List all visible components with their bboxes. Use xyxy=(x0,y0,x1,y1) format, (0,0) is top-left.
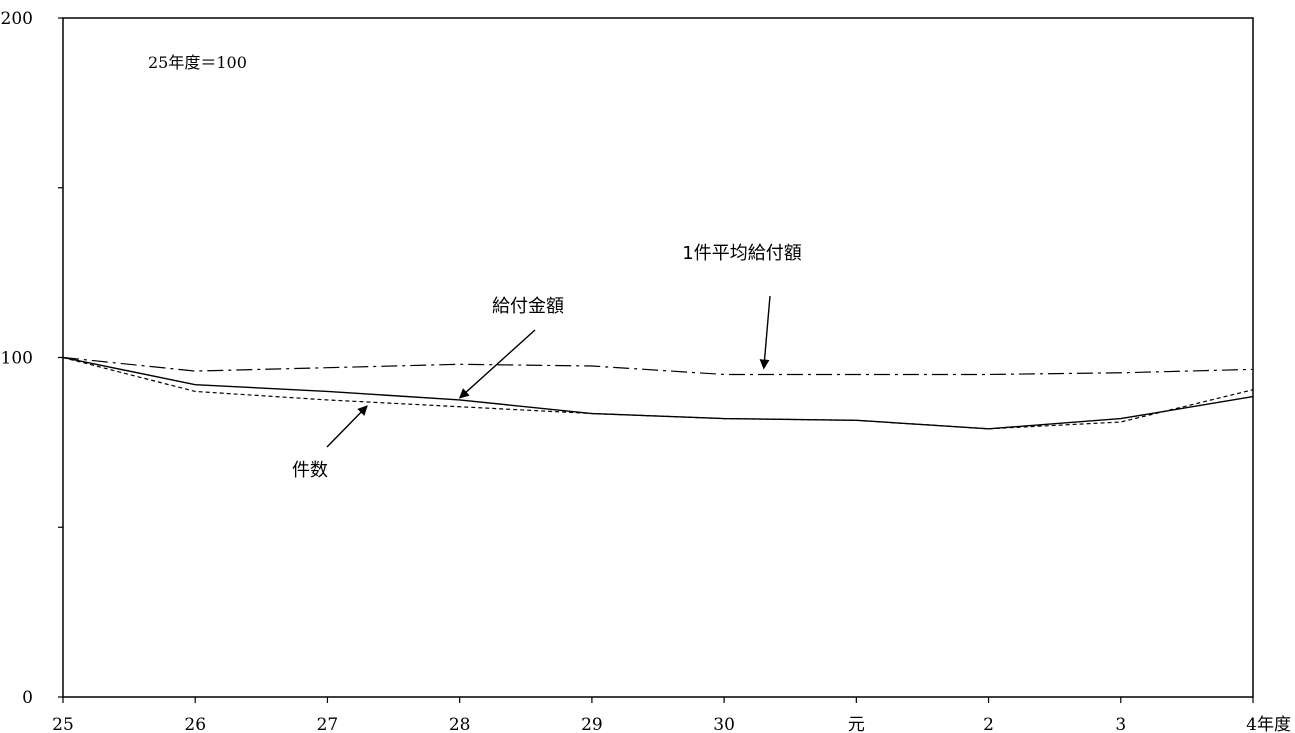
x-tick-label: 2 xyxy=(983,715,994,733)
x-tick-label: 30 xyxy=(713,715,735,733)
series-lines xyxy=(62,356,1254,430)
y-tick-label: 200 xyxy=(1,9,33,29)
x-tick-label: 4年度 xyxy=(1246,715,1291,733)
annotation-arrow xyxy=(458,329,536,399)
x-tick-label: 25 xyxy=(52,715,74,733)
annotation-kyufu-kingaku: 給付金額 xyxy=(492,296,564,317)
series-line-1 xyxy=(62,356,1254,430)
x-tick-label: 27 xyxy=(317,715,339,733)
annotation-heikin-kyufugaku: 1件平均給付額 xyxy=(682,243,801,264)
series-line-3 xyxy=(62,356,1254,376)
plot-frame xyxy=(62,17,1254,698)
axes: 0 100 200 25 26 27 28 29 30 元 2 3 4年度 xyxy=(1,9,1291,733)
x-tick-label: 26 xyxy=(184,715,206,733)
y-tick-label: 0 xyxy=(22,688,33,708)
x-tick-label: 3 xyxy=(1115,715,1126,733)
annotation-arrow xyxy=(326,405,368,448)
annotation-arrow xyxy=(759,295,771,370)
y-tick-label: 100 xyxy=(1,349,33,369)
index-base-note: 25年度＝100 xyxy=(148,53,247,72)
annotation-kensu: 件数 xyxy=(292,460,328,481)
x-tick-label: 28 xyxy=(449,715,471,733)
series-line-2 xyxy=(62,356,1254,430)
x-tick-label: 元 xyxy=(848,715,865,733)
x-tick-label: 29 xyxy=(581,715,603,733)
